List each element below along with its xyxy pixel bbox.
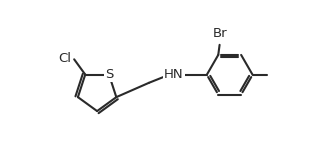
Text: S: S [105, 68, 113, 81]
Text: HN: HN [164, 68, 184, 81]
Text: Br: Br [212, 27, 227, 40]
Text: Cl: Cl [58, 52, 72, 65]
